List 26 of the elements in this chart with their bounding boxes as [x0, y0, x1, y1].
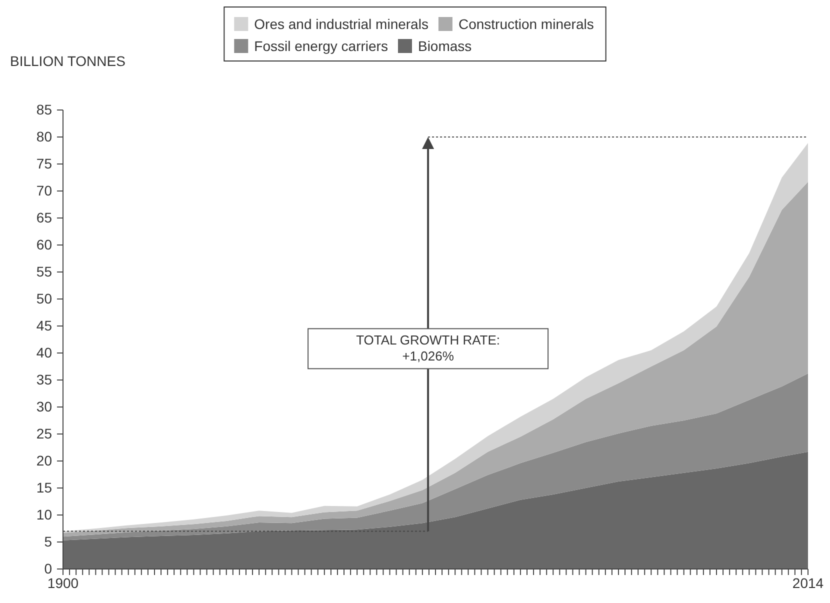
- y-tick-label: 35: [36, 371, 52, 388]
- y-tick-label: 20: [36, 452, 52, 468]
- legend-label: Construction minerals: [458, 16, 594, 32]
- y-tick-label: 75: [36, 155, 52, 172]
- y-axis-title: BILLION TONNES: [10, 53, 126, 69]
- legend-label: Biomass: [418, 38, 472, 54]
- y-tick-label: 45: [36, 317, 52, 334]
- legend-label: Fossil energy carriers: [254, 38, 388, 54]
- y-tick-label: 70: [36, 182, 52, 198]
- y-tick-label: 25: [36, 425, 52, 442]
- legend-label: Ores and industrial minerals: [254, 16, 428, 32]
- y-tick-label: 50: [36, 290, 52, 306]
- y-tick-label: 40: [36, 344, 52, 360]
- y-tick-label: 80: [36, 128, 52, 144]
- x-tick-label: 1900: [47, 575, 79, 591]
- y-tick-label: 60: [36, 236, 52, 252]
- y-tick-label: 55: [36, 263, 52, 280]
- y-tick-label: 65: [36, 209, 52, 226]
- y-tick-label: 85: [36, 101, 52, 118]
- y-tick-label: 10: [36, 506, 52, 522]
- annotation: TOTAL GROWTH RATE: +1,026%: [356, 332, 500, 364]
- y-tick-label: 0: [44, 560, 52, 576]
- y-tick-label: 15: [36, 479, 52, 496]
- x-tick-label: 2014: [792, 575, 824, 591]
- y-tick-label: 5: [44, 533, 52, 550]
- y-tick-label: 30: [36, 398, 52, 414]
